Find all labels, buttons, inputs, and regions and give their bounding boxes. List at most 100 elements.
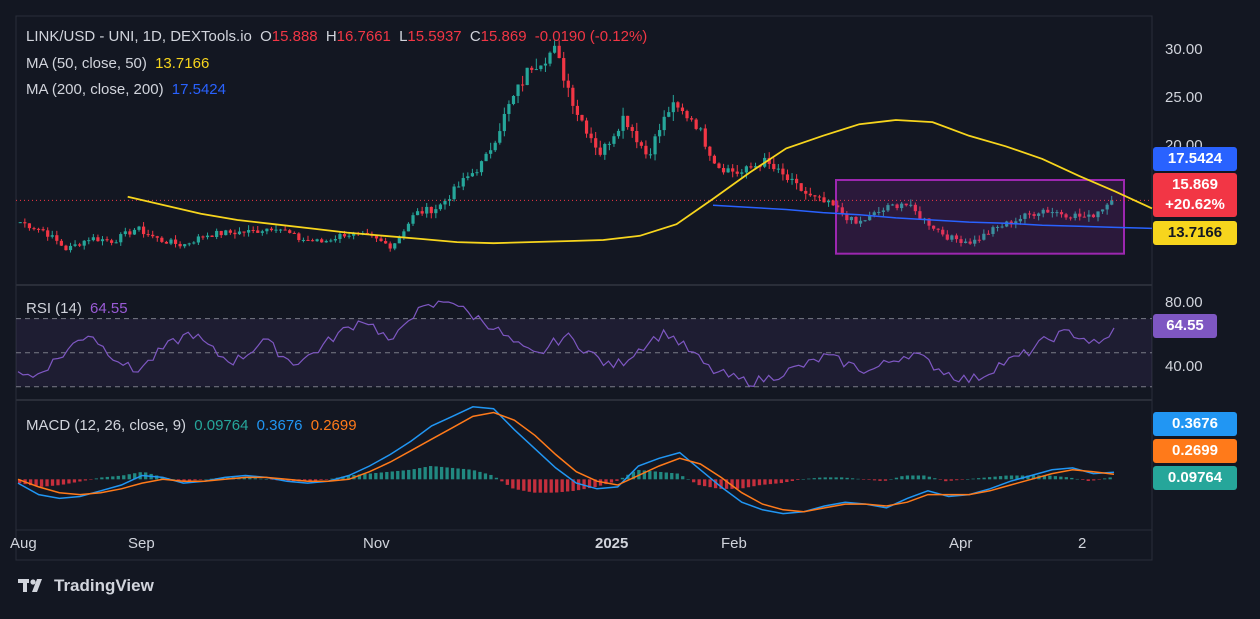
macd-histogram-bar[interactable] (204, 479, 208, 480)
candle-body[interactable] (909, 204, 913, 206)
candle-body[interactable] (708, 146, 712, 156)
candle-body[interactable] (502, 113, 506, 132)
candle-body[interactable] (164, 241, 169, 244)
candle-body[interactable] (900, 203, 904, 209)
macd-histogram-bar[interactable] (872, 479, 877, 481)
candle-body[interactable] (237, 231, 242, 235)
candle-body[interactable] (584, 120, 589, 134)
macd-histogram-bar[interactable] (193, 479, 197, 481)
macd-histogram-bar[interactable] (396, 470, 400, 480)
macd-histogram-bar[interactable] (264, 479, 268, 480)
candle-body[interactable] (402, 231, 406, 237)
macd-histogram-bar[interactable] (253, 478, 257, 480)
candle-body[interactable] (653, 136, 657, 155)
macd-histogram-bar[interactable] (593, 479, 597, 488)
candle-body[interactable] (301, 239, 306, 241)
macd-histogram-bar[interactable] (527, 479, 531, 492)
candle-body[interactable] (215, 230, 219, 237)
macd-histogram-bar[interactable] (697, 479, 701, 486)
macd-histogram-bar[interactable] (993, 476, 997, 480)
candle-body[interactable] (1100, 209, 1105, 212)
candle-body[interactable] (329, 240, 333, 242)
macd-histogram-bar[interactable] (555, 479, 559, 493)
candle-body[interactable] (55, 235, 59, 241)
candle-body[interactable] (205, 235, 210, 238)
macd-histogram-bar[interactable] (461, 468, 466, 480)
candle-body[interactable] (1073, 213, 1077, 219)
macd-histogram-bar[interactable] (746, 479, 751, 488)
macd-histogram-bar[interactable] (708, 479, 712, 488)
candle-body[interactable] (1005, 221, 1009, 227)
candle-body[interactable] (187, 243, 191, 245)
candle-body[interactable] (721, 167, 726, 173)
candle-body[interactable] (265, 228, 269, 232)
macd-histogram-bar[interactable] (330, 478, 334, 480)
macd-histogram-bar[interactable] (182, 479, 186, 482)
macd-histogram-bar[interactable] (571, 479, 575, 491)
macd-histogram-bar[interactable] (670, 472, 674, 480)
candle-body[interactable] (283, 229, 287, 231)
candle-body[interactable] (936, 228, 940, 230)
candle-body[interactable] (749, 166, 753, 168)
macd-histogram-bar[interactable] (911, 475, 915, 480)
macd-histogram-bar[interactable] (89, 479, 93, 480)
candle-body[interactable] (667, 112, 671, 117)
macd-histogram-bar[interactable] (850, 478, 855, 480)
candle-body[interactable] (639, 142, 643, 146)
candle-body[interactable] (297, 233, 301, 241)
candle-body[interactable] (64, 245, 68, 251)
candle-body[interactable] (466, 176, 470, 179)
candle-body[interactable] (379, 238, 383, 242)
ma200-legend[interactable]: MA (200, close, 200) 17.5424 (26, 81, 230, 98)
candle-body[interactable] (836, 205, 840, 208)
candle-body[interactable] (963, 241, 968, 244)
candle-body[interactable] (817, 196, 822, 198)
macd-histogram-bar[interactable] (664, 472, 668, 480)
macd-histogram-bar[interactable] (1053, 476, 1058, 480)
macd-histogram-bar[interactable] (867, 479, 871, 480)
candle-body[interactable] (886, 205, 890, 211)
macd-histogram-bar[interactable] (713, 479, 718, 489)
candle-body[interactable] (1014, 221, 1018, 225)
macd-histogram-bar[interactable] (1059, 476, 1063, 480)
macd-histogram-bar[interactable] (533, 479, 537, 493)
macd-histogram-bar[interactable] (198, 479, 203, 480)
candle-body[interactable] (744, 166, 748, 173)
macd-histogram-bar[interactable] (187, 479, 192, 481)
macd-histogram-bar[interactable] (763, 479, 767, 485)
macd-histogram-bar[interactable] (1075, 478, 1079, 480)
candle-body[interactable] (461, 178, 465, 187)
macd-histogram-bar[interactable] (505, 479, 510, 485)
macd-histogram-bar[interactable] (61, 479, 66, 485)
macd-histogram-bar[interactable] (439, 466, 444, 480)
macd-histogram-bar[interactable] (418, 468, 422, 480)
macd-histogram-bar[interactable] (768, 479, 773, 485)
candle-body[interactable] (607, 143, 611, 145)
candle-body[interactable] (278, 229, 283, 231)
macd-histogram-bar[interactable] (313, 479, 318, 481)
candle-body[interactable] (415, 211, 420, 216)
candle-body[interactable] (913, 204, 917, 212)
macd-histogram-bar[interactable] (620, 477, 625, 480)
candle-body[interactable] (320, 239, 324, 243)
macd-histogram-bar[interactable] (582, 479, 586, 490)
candle-body[interactable] (1027, 213, 1032, 215)
candle-body[interactable] (534, 69, 538, 71)
macd-histogram-bar[interactable] (248, 477, 252, 480)
macd-histogram-bar[interactable] (861, 479, 866, 480)
candle-body[interactable] (726, 168, 730, 173)
macd-histogram-bar[interactable] (845, 477, 849, 480)
candle-body[interactable] (479, 161, 484, 173)
candle-body[interactable] (941, 229, 945, 235)
macd-histogram-bar[interactable] (818, 477, 822, 480)
macd-histogram-bar[interactable] (28, 479, 33, 486)
macd-histogram-bar[interactable] (1081, 479, 1085, 480)
candle-body[interactable] (338, 234, 342, 240)
macd-histogram-bar[interactable] (829, 477, 833, 480)
macd-histogram-bar[interactable] (1009, 475, 1014, 480)
macd-histogram-bar[interactable] (889, 479, 893, 480)
candle-body[interactable] (46, 230, 50, 237)
macd-histogram-bar[interactable] (390, 471, 394, 480)
candle-body[interactable] (977, 239, 981, 241)
candle-body[interactable] (470, 173, 474, 177)
